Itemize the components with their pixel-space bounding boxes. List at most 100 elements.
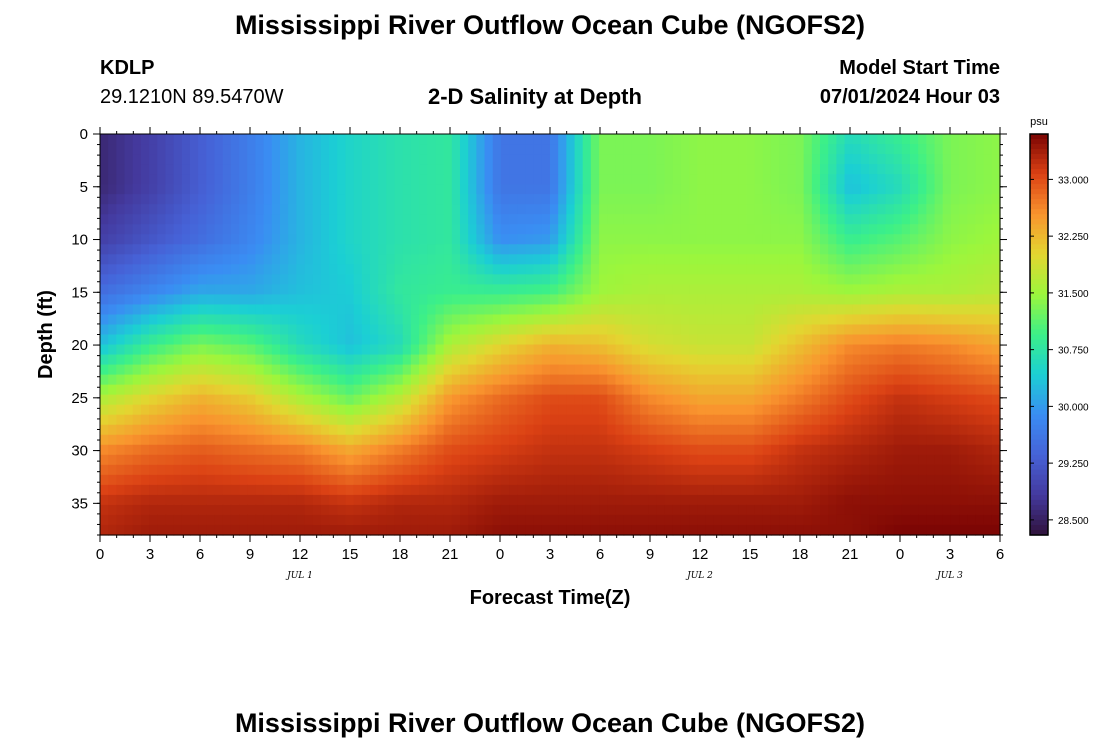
- heatmap-cell: [304, 464, 314, 476]
- heatmap-cell: [623, 494, 633, 506]
- heatmap-cell: [860, 454, 870, 466]
- heatmap-cell: [500, 194, 510, 205]
- heatmap-cell: [910, 494, 919, 506]
- heatmap-cell: [386, 504, 396, 516]
- heatmap-cell: [239, 174, 248, 185]
- heatmap-cell: [140, 204, 150, 215]
- heatmap-cell: [803, 504, 813, 516]
- heatmap-cell: [770, 474, 780, 486]
- heatmap-cell: [942, 524, 952, 536]
- heatmap-cell: [664, 304, 674, 316]
- heatmap-cell: [320, 264, 330, 275]
- heatmap-cell: [852, 434, 862, 446]
- heatmap-cell: [304, 204, 314, 215]
- heatmap-cell: [149, 204, 158, 215]
- heatmap-cell: [574, 404, 584, 416]
- heatmap-cell: [770, 174, 780, 185]
- heatmap-cell: [599, 144, 608, 155]
- heatmap-cell: [435, 214, 445, 225]
- heatmap-cell: [165, 364, 175, 376]
- heatmap-cell: [525, 474, 535, 486]
- heatmap-cell: [582, 454, 592, 466]
- heatmap-cell: [410, 524, 420, 536]
- heatmap-cell: [746, 344, 756, 356]
- heatmap-cell: [402, 344, 412, 356]
- heatmap-cell: [271, 494, 281, 506]
- heatmap-cell: [983, 484, 993, 496]
- heatmap-cell: [746, 484, 756, 496]
- heatmap-cell: [730, 344, 739, 356]
- heatmap-cell: [770, 144, 780, 155]
- heatmap-cell: [329, 504, 338, 516]
- heatmap-cell: [689, 464, 698, 476]
- heatmap-cell: [386, 154, 396, 165]
- heatmap-cell: [599, 524, 608, 536]
- heatmap-cell: [500, 264, 510, 275]
- heatmap-cell: [206, 344, 216, 356]
- heatmap-cell: [770, 384, 780, 396]
- heatmap-cell: [149, 424, 158, 436]
- heatmap-cell: [320, 134, 330, 145]
- heatmap-cell: [550, 294, 559, 306]
- heatmap-cell: [803, 164, 813, 175]
- heatmap-cell: [214, 314, 224, 326]
- heatmap-cell: [149, 174, 158, 185]
- heatmap-cell: [672, 494, 682, 506]
- heatmap-cell: [247, 384, 257, 396]
- heatmap-cell: [926, 344, 936, 356]
- heatmap-cell: [664, 284, 674, 296]
- heatmap-cell: [517, 304, 527, 316]
- heatmap-cell: [795, 164, 805, 175]
- heatmap-cell: [590, 454, 600, 466]
- heatmap-cell: [950, 394, 960, 406]
- heatmap-cell: [476, 194, 486, 205]
- heatmap-cell: [108, 514, 117, 526]
- heatmap-cell: [173, 164, 183, 175]
- heatmap-cell: [967, 384, 977, 396]
- colorbar-segment: [1030, 409, 1048, 416]
- heatmap-cell: [410, 364, 420, 376]
- x-tick-label: 6: [596, 546, 604, 563]
- heatmap-cell: [942, 344, 952, 356]
- heatmap-cell: [451, 344, 461, 356]
- heatmap-cell: [386, 284, 396, 296]
- heatmap-cell: [263, 484, 273, 496]
- heatmap-cell: [836, 354, 846, 366]
- heatmap-cell: [263, 454, 273, 466]
- heatmap-cell: [852, 414, 862, 426]
- heatmap-cell: [991, 174, 1001, 185]
- heatmap-cell: [222, 334, 232, 346]
- heatmap-cell: [230, 414, 240, 426]
- heatmap-cell: [918, 424, 927, 436]
- heatmap-cell: [149, 324, 158, 336]
- heatmap-cell: [680, 304, 690, 316]
- heatmap-cell: [353, 304, 363, 316]
- heatmap-cell: [820, 324, 829, 336]
- heatmap-cell: [599, 284, 608, 296]
- heatmap-cell: [222, 314, 232, 326]
- heatmap-cell: [271, 364, 281, 376]
- heatmap-cell: [852, 154, 862, 165]
- heatmap-cell: [631, 384, 641, 396]
- heatmap-cell: [959, 264, 968, 275]
- heatmap-cell: [419, 284, 428, 296]
- heatmap-cell: [730, 414, 739, 426]
- heatmap-cell: [640, 324, 649, 336]
- heatmap-cell: [877, 414, 887, 426]
- heatmap-cell: [689, 344, 698, 356]
- heatmap-cell: [844, 524, 854, 536]
- heatmap-cell: [509, 314, 518, 326]
- colorbar-segment: [1030, 159, 1048, 165]
- heatmap-cell: [255, 204, 265, 215]
- heatmap-cell: [664, 334, 674, 346]
- heatmap-cell: [337, 394, 347, 406]
- heatmap-cell: [386, 424, 396, 436]
- heatmap-cell: [550, 254, 559, 265]
- heatmap-cell: [394, 284, 404, 296]
- heatmap-cell: [697, 224, 707, 235]
- heatmap-cell: [443, 434, 453, 446]
- heatmap-cell: [149, 444, 158, 456]
- heatmap-cell: [206, 504, 216, 516]
- heatmap-cell: [901, 264, 911, 275]
- heatmap-cell: [672, 484, 682, 496]
